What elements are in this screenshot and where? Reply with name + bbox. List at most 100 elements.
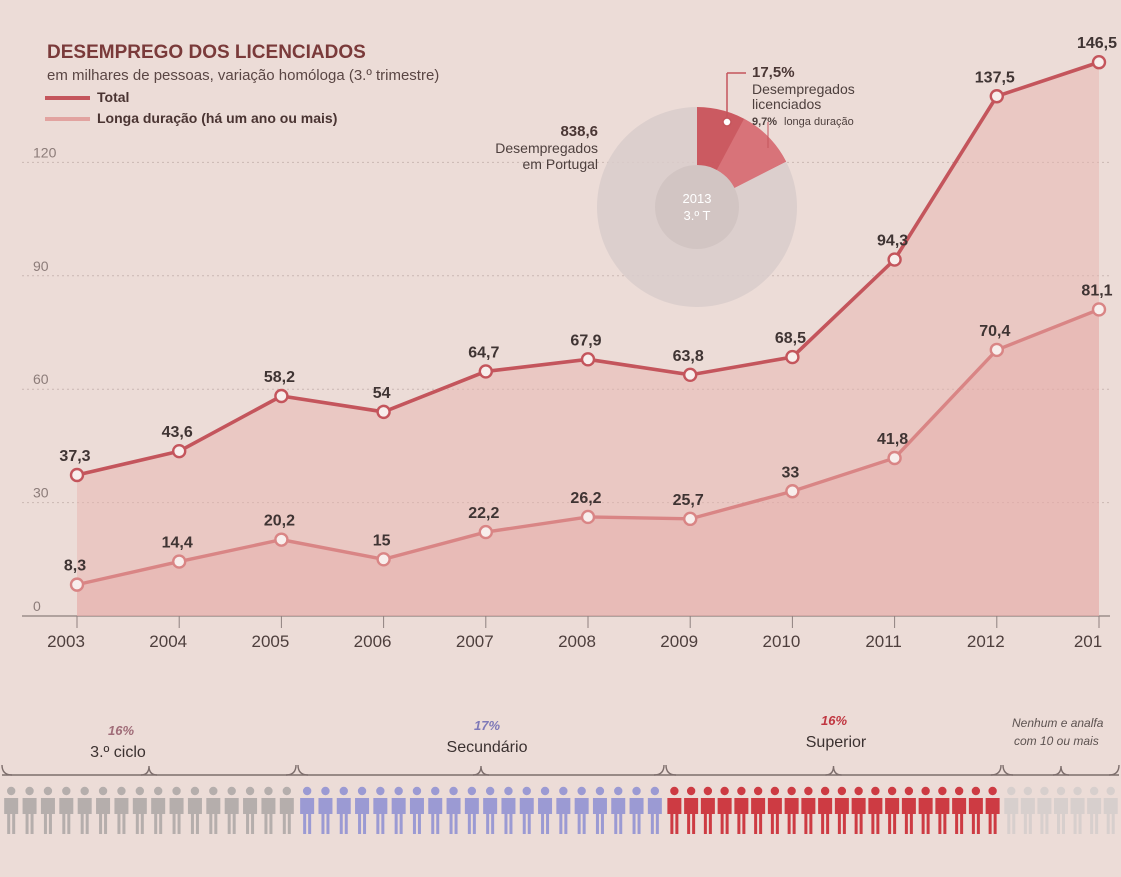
person-icon: [700, 798, 715, 834]
x-tick-label: 2006: [354, 632, 392, 651]
person-icon: [209, 786, 218, 796]
person-icon: [227, 786, 236, 796]
data-label-total: 58,2: [264, 369, 295, 386]
edu-brace: [1, 764, 13, 776]
point-total: [887, 252, 902, 267]
person-icon: [206, 798, 221, 834]
edu-label-superior: Superior: [806, 734, 867, 751]
person-icon: [952, 798, 967, 834]
edu-brace: [665, 764, 677, 776]
person-icon: [96, 798, 111, 834]
x-tick-label: 201: [1074, 632, 1102, 651]
edu-label-3ciclo: 3.º ciclo: [90, 744, 146, 761]
data-label-longa: 41,8: [877, 431, 908, 448]
person-icon: [80, 786, 89, 796]
x-tick-label: 2012: [967, 632, 1005, 651]
pie-share-value: 17,5%: [752, 64, 795, 81]
data-label-longa: 25,7: [673, 492, 704, 509]
person-icon: [449, 786, 458, 796]
data-label-total: 64,7: [468, 344, 499, 361]
person-icon: [703, 786, 713, 796]
person-icon: [968, 798, 983, 834]
data-label-total: 54: [373, 385, 391, 402]
person-icon: [753, 786, 763, 796]
person-icon: [737, 786, 746, 796]
pie-share-label-1: Desempregados: [752, 81, 855, 97]
edu-label-secundario: Secundário: [447, 739, 528, 756]
person-icon: [522, 786, 531, 796]
person-icon: [1007, 786, 1016, 796]
point-longa: [376, 552, 391, 567]
x-tick-label: 2005: [251, 632, 289, 651]
person-icon: [98, 786, 108, 796]
person-icon: [670, 786, 679, 796]
edu-label-nenhum-2: com 10 ou mais: [1014, 734, 1099, 748]
person-icon: [717, 798, 732, 834]
point-longa: [683, 511, 698, 527]
person-icon: [854, 786, 863, 796]
point-total: [171, 443, 187, 459]
person-icon: [22, 798, 37, 834]
person-icon: [574, 798, 589, 834]
point-total: [69, 467, 85, 483]
edu-pct-secundario: 17%: [474, 718, 500, 733]
x-tick-label: 2007: [456, 632, 494, 651]
edu-brace: [1108, 764, 1120, 776]
pie-share-label-2: licenciados: [752, 96, 821, 112]
person-icon: [190, 786, 200, 796]
person-icon: [918, 798, 933, 834]
point-total: [580, 352, 596, 367]
person-icon: [921, 786, 930, 796]
person-icon: [988, 786, 997, 796]
person-icon: [559, 786, 568, 796]
point-longa: [887, 450, 902, 466]
edu-brace: [653, 764, 665, 776]
person-icon: [467, 786, 477, 796]
person-icon: [611, 798, 626, 834]
person-icon: [1056, 786, 1066, 796]
person-icon: [614, 786, 623, 796]
point-longa: [69, 577, 85, 592]
pie-longa-value: 9,7%: [752, 116, 777, 128]
y-tick-label: 0: [33, 598, 41, 614]
person-icon: [43, 786, 53, 796]
person-icon: [485, 786, 495, 796]
person-icon: [837, 786, 847, 796]
person-icon: [409, 798, 424, 834]
x-tick-label: 2011: [865, 632, 902, 651]
data-label-longa: 22,2: [468, 505, 499, 522]
person-icon: [519, 798, 534, 834]
person-icon: [904, 786, 914, 796]
person-icon: [376, 786, 385, 796]
person-icon: [971, 786, 981, 796]
data-labels: 37,3 43,6 58,2 54 64,7 67,9 63,8 68,5 94,3 137,5 1…: [59, 35, 1117, 574]
person-icon: [391, 798, 406, 834]
person-icon: [787, 786, 796, 796]
point-total: [683, 367, 698, 383]
edu-label-nenhum-1: Nenhum e analfa: [1012, 716, 1104, 730]
person-icon: [1103, 798, 1118, 834]
person-icon: [784, 798, 799, 834]
person-icon: [504, 786, 513, 796]
edu-brace: [297, 764, 309, 776]
area-longa: [77, 309, 1099, 616]
person-icon: [684, 798, 699, 834]
point-total: [478, 364, 493, 379]
person-icon: [321, 786, 330, 796]
point-longa: [785, 484, 800, 499]
person-icon: [834, 798, 849, 834]
edu-pct-superior: 16%: [821, 713, 847, 728]
legend-total-label: Total: [97, 89, 129, 105]
person-icon: [117, 786, 126, 796]
person-icon: [446, 798, 461, 834]
data-label-longa: 14,4: [162, 535, 193, 552]
person-icon: [464, 798, 479, 834]
person-icon: [357, 786, 367, 796]
pie-total-value: 838,6: [560, 123, 598, 140]
person-icon: [887, 786, 897, 796]
person-icon: [135, 786, 145, 796]
pie-total-label-2: em Portugal: [523, 156, 598, 172]
person-icon: [1037, 798, 1052, 834]
education-people: [1, 764, 1120, 834]
